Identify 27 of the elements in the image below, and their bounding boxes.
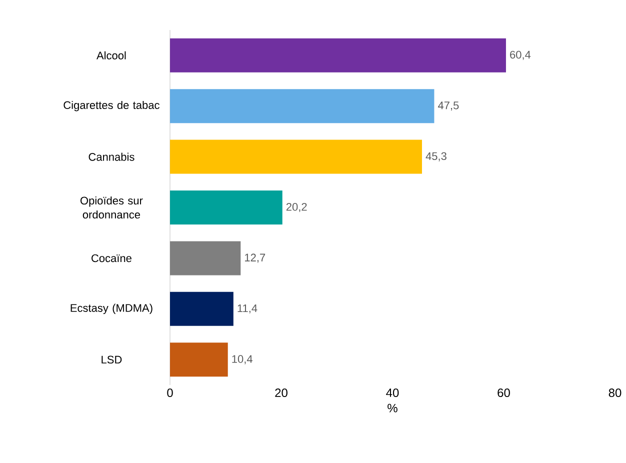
y-tick-label: Cannabis <box>88 152 134 161</box>
x-tick-label: 0 <box>167 388 173 398</box>
data-label: 20,2 <box>286 202 307 212</box>
x-axis-title: % <box>388 404 398 412</box>
y-tick-label: Ecstasy (MDMA) <box>70 304 152 314</box>
bar <box>170 241 241 276</box>
x-tick-label: 40 <box>386 388 399 398</box>
data-label: 60,4 <box>510 50 531 60</box>
data-label: 47,5 <box>438 102 459 111</box>
y-tick-label: Alcool <box>96 51 126 60</box>
bar <box>170 89 434 124</box>
bar <box>170 292 234 326</box>
data-label: 11,4 <box>238 304 258 314</box>
data-label: 45,3 <box>426 152 446 162</box>
y-tick-label: Opioïdes sur ordonnance <box>80 196 143 219</box>
x-tick-label: 80 <box>608 388 622 398</box>
bar <box>170 38 506 72</box>
x-tick-label: 60 <box>498 388 510 398</box>
y-tick-label: Cigarettes de tabac <box>64 100 160 112</box>
y-tick-label: Cocaïne <box>92 254 132 262</box>
x-tick-label: 20 <box>275 388 288 398</box>
data-label: 10,4 <box>232 355 252 364</box>
bar <box>170 190 282 225</box>
bar <box>170 140 422 174</box>
bar <box>170 342 228 377</box>
data-label: 12,7 <box>245 254 266 263</box>
y-tick-label: LSD <box>102 356 122 364</box>
